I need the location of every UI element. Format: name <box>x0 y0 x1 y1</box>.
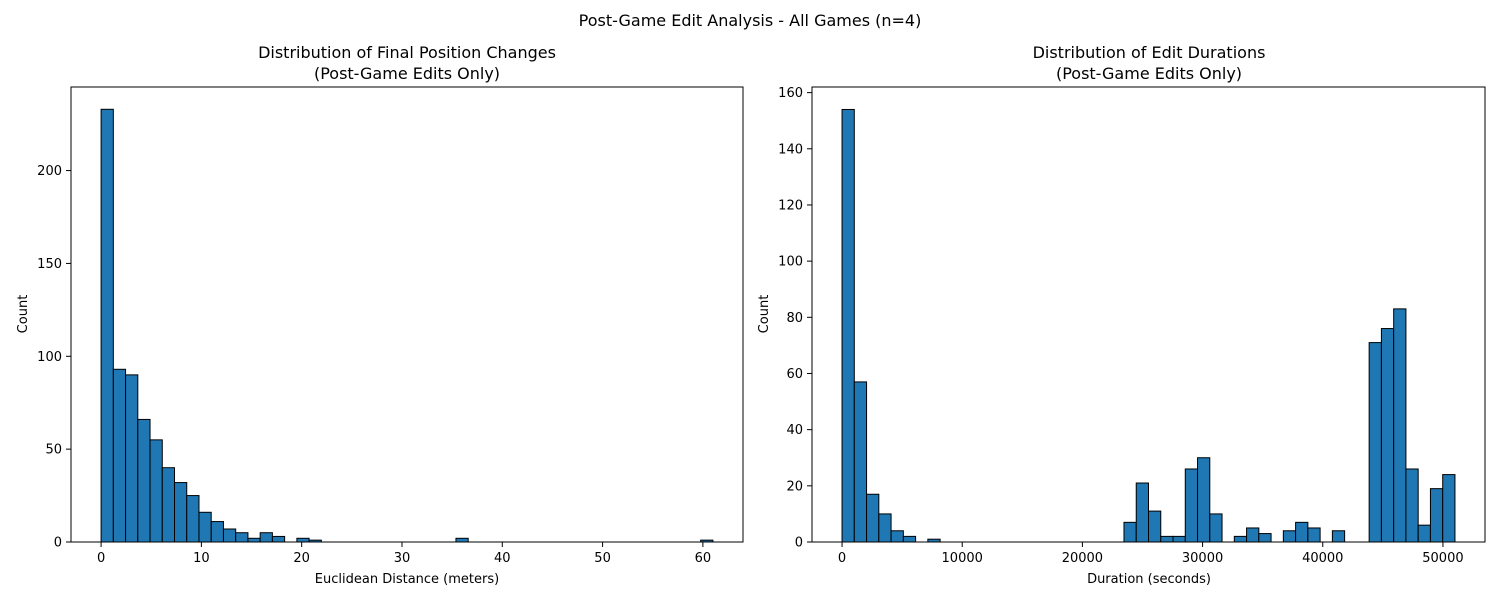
y-axis-ticks: 0 50 100 150 200 <box>37 164 71 551</box>
histogram-bar <box>149 439 163 543</box>
x-tick-label: 0 <box>838 551 846 566</box>
y-tick-label: 150 <box>37 257 62 272</box>
histogram-bar <box>186 495 200 543</box>
histogram-bar <box>866 493 880 543</box>
histogram-bar <box>112 368 127 543</box>
x-axis-label: Euclidean Distance (meters) <box>315 572 499 587</box>
y-tick-label: 40 <box>786 423 803 438</box>
histogram-bar <box>890 530 904 543</box>
histogram-bar <box>1148 510 1162 543</box>
histogram-bar <box>1258 533 1272 543</box>
histogram-bar <box>878 513 892 543</box>
histogram-bar <box>1233 535 1248 543</box>
histogram-bar <box>1380 328 1395 543</box>
x-tick-label: 50 <box>594 551 611 566</box>
y-tick-label: 100 <box>778 255 803 270</box>
y-tick-label: 20 <box>786 479 803 494</box>
y-tick-label: 0 <box>54 536 62 551</box>
x-axis-ticks: 0 10 20 30 40 50 60 <box>97 542 711 566</box>
plot-frame <box>70 86 744 543</box>
histogram-bar <box>100 108 114 543</box>
y-tick-label: 160 <box>778 86 803 101</box>
x-axis-ticks: 0 10000 20000 30000 40000 50000 <box>838 542 1464 566</box>
histogram-bar <box>210 521 224 543</box>
histogram-edit-durations: Distribution of Edit Durations (Post-Gam… <box>757 43 1486 587</box>
y-tick-label: 140 <box>778 142 803 157</box>
histogram-bar <box>271 535 286 543</box>
x-tick-label: 20000 <box>1062 551 1103 566</box>
y-tick-label: 100 <box>37 350 62 365</box>
y-tick-label: 60 <box>786 367 803 382</box>
histogram-bar <box>1135 482 1149 543</box>
x-tick-label: 0 <box>97 551 105 566</box>
histogram-bar <box>247 537 261 543</box>
x-tick-label: 10000 <box>942 551 983 566</box>
histogram-bar <box>853 381 868 543</box>
y-axis-ticks: 0 20 40 60 80 100 120 140 160 <box>778 86 812 551</box>
histogram-position-changes: Distribution of Final Position Changes (… <box>16 43 744 587</box>
chart-title-line2: (Post-Game Edits Only) <box>1056 64 1242 83</box>
histogram-bar <box>1295 521 1309 543</box>
y-tick-label: 200 <box>37 164 62 179</box>
x-tick-label: 30000 <box>1182 551 1223 566</box>
histogram-bar <box>455 537 469 543</box>
histogram-bar <box>222 528 237 543</box>
y-axis-label: Count <box>757 295 772 334</box>
histogram-bar <box>1417 524 1431 543</box>
histogram-bar <box>1123 521 1137 543</box>
bars-group <box>100 108 714 543</box>
histogram-bar <box>1331 530 1346 543</box>
histogram-bar <box>1405 468 1419 543</box>
histogram-bar <box>1368 342 1382 543</box>
y-tick-label: 0 <box>795 536 803 551</box>
y-tick-label: 50 <box>45 443 62 458</box>
chart-title-line1: Distribution of Final Position Changes <box>258 43 556 62</box>
histogram-bar <box>137 418 151 543</box>
y-tick-label: 80 <box>786 311 803 326</box>
histogram-bar <box>161 467 176 543</box>
histogram-bar <box>174 482 188 543</box>
histogram-bar <box>1429 488 1444 543</box>
histogram-bar <box>902 535 917 543</box>
histogram-bar <box>296 537 310 543</box>
histogram-bar <box>259 532 273 543</box>
x-tick-label: 40000 <box>1302 551 1343 566</box>
histogram-bar <box>1184 468 1199 543</box>
y-tick-label: 120 <box>778 198 803 213</box>
chart-title-line1: Distribution of Edit Durations <box>1033 43 1266 62</box>
histogram-bar <box>125 374 139 543</box>
histogram-bar <box>841 108 855 543</box>
histogram-bar <box>1209 513 1223 543</box>
x-tick-label: 20 <box>293 551 310 566</box>
histogram-bar <box>1393 308 1407 543</box>
x-tick-label: 50000 <box>1422 551 1463 566</box>
x-tick-label: 40 <box>494 551 511 566</box>
histogram-bar <box>1307 527 1321 543</box>
x-axis-label: Duration (seconds) <box>1087 572 1211 587</box>
y-axis-label: Count <box>16 295 31 334</box>
histogram-bar <box>1172 535 1186 543</box>
bars-group <box>841 108 1456 543</box>
histogram-bar <box>1160 535 1174 543</box>
figure-suptitle: Post-Game Edit Analysis - All Games (n=4… <box>579 11 922 30</box>
histogram-bar <box>198 511 212 543</box>
histogram-bar <box>235 532 249 543</box>
plot-frame <box>811 86 1486 543</box>
x-tick-label: 30 <box>394 551 411 566</box>
chart-title-line2: (Post-Game Edits Only) <box>314 64 500 83</box>
x-tick-label: 10 <box>193 551 210 566</box>
histogram-bar <box>1197 457 1211 543</box>
histogram-bar <box>1442 474 1456 543</box>
x-tick-label: 60 <box>695 551 712 566</box>
histogram-bar <box>1282 530 1297 543</box>
histogram-bar <box>1246 527 1260 543</box>
